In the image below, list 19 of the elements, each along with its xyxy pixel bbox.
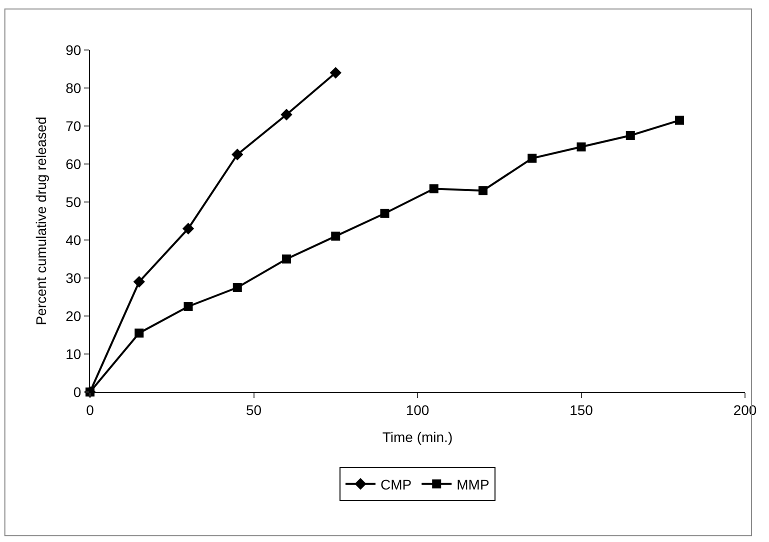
x-tick-label: 100 <box>406 402 430 418</box>
x-tick-label: 150 <box>570 402 594 418</box>
y-axis-title: Percent cumulative drug released <box>33 116 50 326</box>
legend-label: CMP <box>380 476 412 492</box>
x-tick-label: 50 <box>246 402 262 418</box>
x-tick-label: 200 <box>733 402 757 418</box>
y-tick-label: 80 <box>66 80 82 96</box>
y-tick-label: 60 <box>66 156 82 172</box>
y-tick-label: 20 <box>66 308 82 324</box>
x-tick-label: 0 <box>86 402 94 418</box>
y-tick-label: 10 <box>66 346 82 362</box>
x-axis-title: Time (min.) <box>382 429 453 446</box>
y-tick-label: 90 <box>66 42 82 58</box>
y-tick-label: 0 <box>73 384 82 400</box>
y-tick-label: 70 <box>66 118 82 134</box>
y-tick-label: 30 <box>66 270 82 286</box>
y-tick-label: 40 <box>66 232 82 248</box>
legend-label: MMP <box>456 476 490 492</box>
y-tick-label: 50 <box>66 194 82 210</box>
